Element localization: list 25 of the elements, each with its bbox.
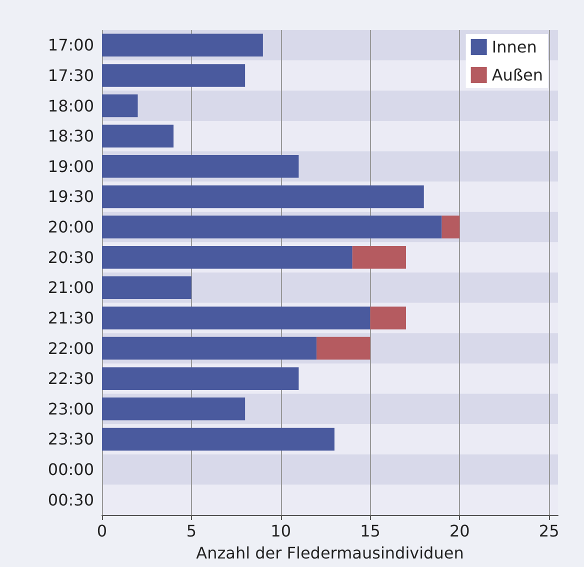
y-tick-label: 00:30 bbox=[48, 490, 94, 510]
x-tick-label: 10 bbox=[270, 522, 292, 540]
x-axis-title: Anzahl der Fledermausindividuen bbox=[196, 544, 464, 562]
y-tick-label: 19:00 bbox=[48, 156, 94, 176]
y-tick-label: 23:00 bbox=[48, 399, 94, 418]
x-tick-label: 0 bbox=[96, 522, 108, 540]
x-tick-label: 20 bbox=[449, 522, 470, 540]
y-tick-label: 17:30 bbox=[48, 66, 94, 85]
y-tick-label: 20:00 bbox=[48, 218, 94, 237]
x-tick-label: 25 bbox=[538, 522, 560, 540]
y-tick-label: 19:30 bbox=[48, 187, 94, 206]
y-tick-label: 21:00 bbox=[48, 278, 94, 298]
x-tick-label: 15 bbox=[360, 522, 380, 540]
y-tick-label: 21:30 bbox=[48, 308, 94, 328]
y-tick-label: 17:00 bbox=[48, 36, 94, 55]
legend-label: Innen bbox=[492, 38, 537, 56]
y-tick-label: 22:30 bbox=[48, 369, 94, 388]
y-tick-label: 18:00 bbox=[48, 96, 94, 116]
y-tick-label: 20:30 bbox=[48, 248, 94, 267]
x-tick-label: 5 bbox=[186, 522, 197, 540]
y-tick-label: 22:00 bbox=[48, 338, 94, 358]
legend-label: Außen bbox=[492, 66, 544, 84]
y-tick-label: 18:30 bbox=[48, 126, 94, 146]
y-tick-label: 00:00 bbox=[48, 460, 94, 480]
y-tick-label: 23:30 bbox=[48, 430, 94, 449]
